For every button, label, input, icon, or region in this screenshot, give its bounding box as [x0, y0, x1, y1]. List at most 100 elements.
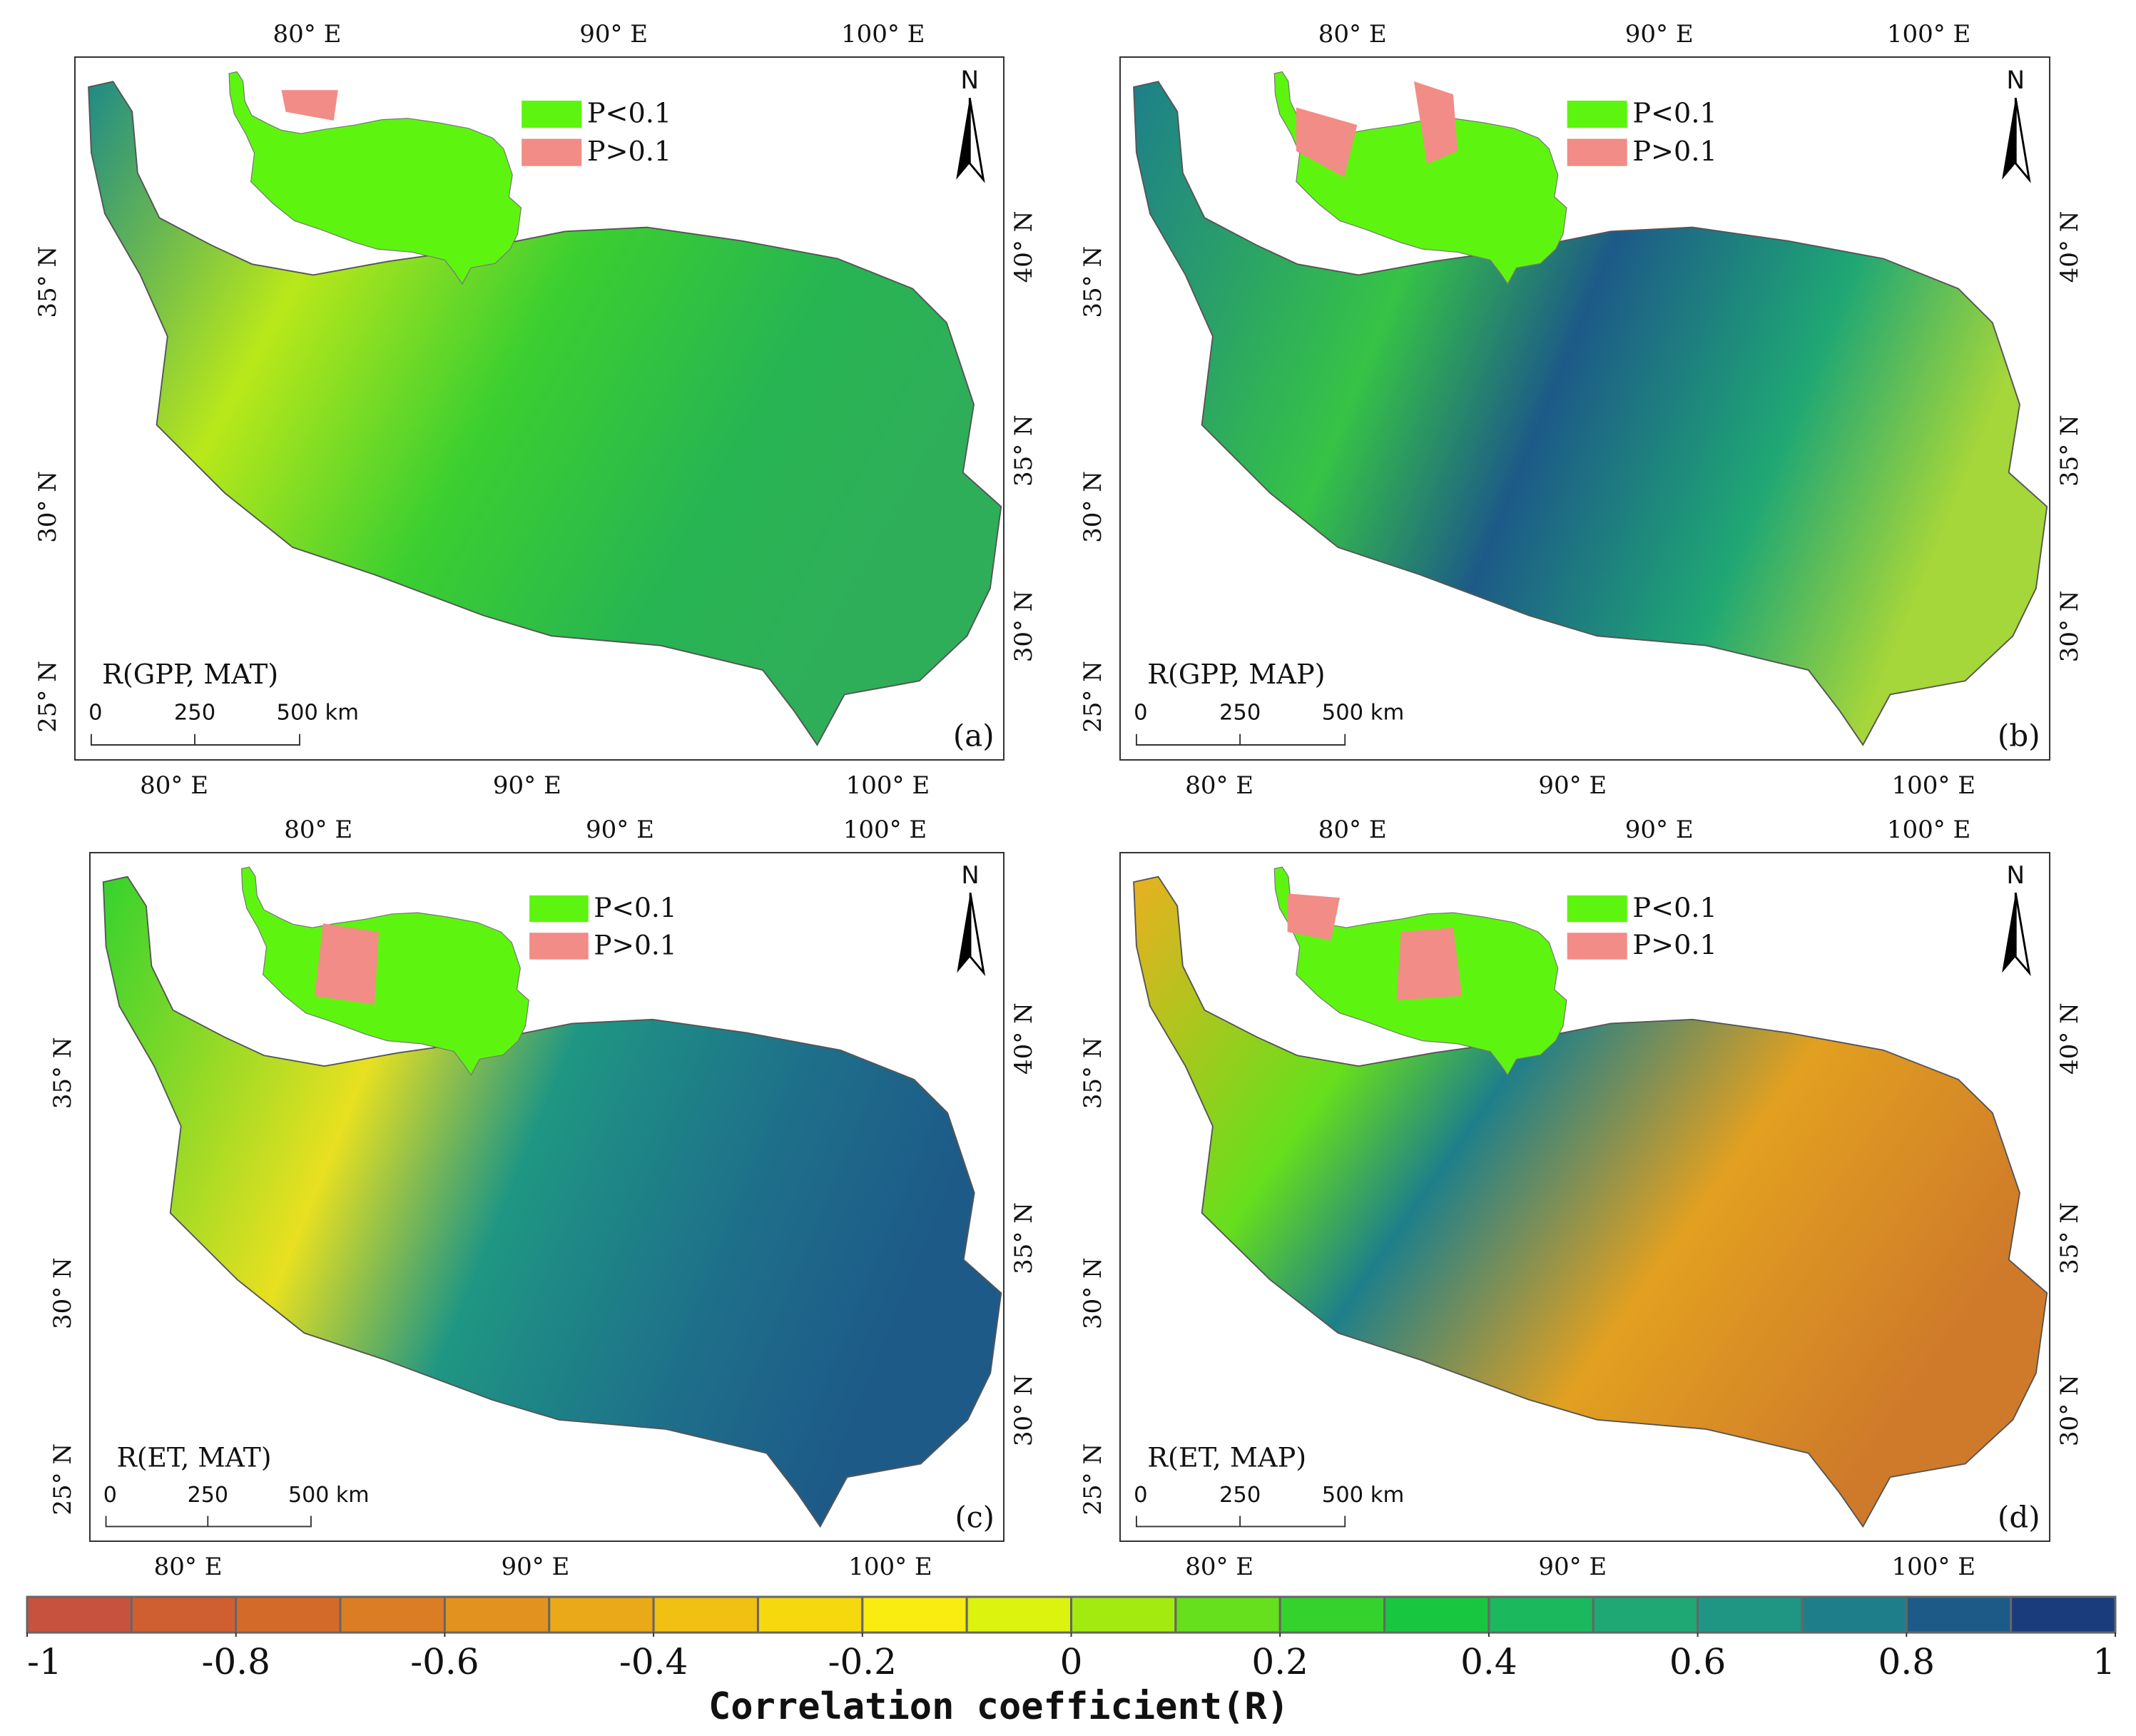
- color-class: [1592, 1595, 1699, 1634]
- bottom-tick-label: 80° E: [1185, 1553, 1253, 1581]
- map-panel: 80° E 90° E 100° E 80° E 90° E 100° E 35° N 30°…: [34, 20, 1038, 800]
- map-content: P<0.1 P>0.1 N R(GPP, MAP)0 250 500 km (b): [1133, 66, 2048, 753]
- right-tick-label: 40° N: [2055, 1002, 2084, 1075]
- top-tick-label: 100° E: [1887, 816, 1971, 844]
- panel-label: R(GPP, MAT): [102, 659, 278, 691]
- color-class: [1801, 1595, 1908, 1634]
- right-tick-label: 35° N: [1009, 415, 1038, 487]
- north-label: N: [2006, 66, 2025, 95]
- legend-label: P>0.1: [1632, 930, 1717, 961]
- legend-label: P<0.1: [587, 98, 671, 130]
- right-tick-label: 40° N: [2055, 211, 2084, 283]
- legend-swatch: [522, 138, 582, 166]
- colorbar-tick-label: 0.8: [1878, 1641, 1936, 1682]
- color-class: [1070, 1595, 1177, 1634]
- colorbar-tick-label: -0.6: [410, 1641, 479, 1682]
- color-class: [861, 1595, 968, 1634]
- color-class: [130, 1595, 238, 1634]
- right-tick-label: 35° N: [2055, 415, 2084, 487]
- colorbar-tick-label: 1: [2092, 1641, 2115, 1682]
- significance-inset: [228, 71, 522, 285]
- bottom-tick-label: 80° E: [140, 771, 208, 800]
- scale-label: 500 km: [277, 701, 359, 726]
- color-class: [1487, 1595, 1595, 1634]
- legend-label: P<0.1: [594, 892, 676, 923]
- left-tick-label: 30° N: [1079, 471, 1107, 543]
- legend-swatch: [1567, 101, 1627, 128]
- bottom-tick-label: 100° E: [848, 1553, 932, 1581]
- top-tick-label: 80° E: [284, 816, 352, 844]
- left-tick-label: 25° N: [49, 1443, 77, 1516]
- map-content: P<0.1 P>0.1 N R(GPP, MAT)0 250 500 km (a): [88, 66, 1002, 753]
- panel-label: R(GPP, MAP): [1147, 659, 1325, 691]
- scale-label: 500 km: [1322, 701, 1405, 726]
- significance-inset: [1273, 71, 1567, 285]
- panel-tag: (a): [953, 718, 995, 753]
- color-class: [1278, 1595, 1386, 1634]
- left-tick-label: 35° N: [1079, 1037, 1107, 1109]
- color-class: [2010, 1595, 2117, 1634]
- panel-label: R(ET, MAT): [117, 1441, 272, 1473]
- scale-bar: [90, 734, 300, 746]
- right-tick-label: 30° N: [1009, 1374, 1038, 1446]
- map-panel: 80° E 90° E 100° E 80° E 90° E 100° E 35° N 30°…: [1079, 816, 2084, 1581]
- colorbar-tick-label: 0.6: [1669, 1641, 1726, 1682]
- left-tick-label: 35° N: [34, 246, 62, 318]
- north-arrow: [2014, 98, 2031, 183]
- left-tick-label: 30° N: [1079, 1257, 1107, 1329]
- colorbar-tick-label: -1: [27, 1641, 62, 1682]
- scale-label: 0: [88, 701, 102, 726]
- colorbar-tick-label: 0: [1060, 1641, 1083, 1682]
- inset-insignificant: [1296, 107, 1358, 178]
- right-tick-label: 30° N: [2055, 590, 2084, 662]
- color-class: [339, 1595, 446, 1634]
- north-arrow: [968, 98, 985, 183]
- top-tick-label: 90° E: [586, 816, 654, 844]
- color-class: [548, 1595, 655, 1634]
- inset-insignificant: [314, 923, 379, 1005]
- north-arrow: [969, 892, 986, 977]
- scale-bar: [1135, 1516, 1346, 1528]
- scale-label: 0: [103, 1483, 117, 1508]
- legend-swatch: [1567, 933, 1627, 960]
- inset-insignificant: [1287, 893, 1340, 941]
- scale-bar: [1135, 734, 1346, 746]
- scale-label: 0: [1134, 1483, 1147, 1508]
- scale-label: 250: [174, 701, 215, 726]
- north-arrow: [2014, 892, 2031, 977]
- color-class: [965, 1595, 1073, 1634]
- legend-label: P>0.1: [587, 136, 671, 168]
- inset-insignificant: [281, 90, 338, 121]
- legend-label: P<0.1: [1632, 892, 1717, 923]
- legend-label: P>0.1: [594, 929, 676, 960]
- legend-swatch: [529, 895, 589, 923]
- left-tick-label: 30° N: [49, 1257, 77, 1329]
- significance-inset: [241, 866, 529, 1076]
- panel-tag: (b): [1998, 718, 2040, 753]
- legend-label: P>0.1: [1632, 136, 1717, 168]
- map-content: P<0.1 P>0.1 N R(ET, MAP)0 250 500 km (d): [1133, 861, 2048, 1534]
- colorbar-tick-label: 0.2: [1251, 1641, 1308, 1682]
- right-tick-label: 35° N: [1009, 1202, 1038, 1274]
- color-class: [235, 1595, 342, 1634]
- color-class: [1697, 1595, 1804, 1634]
- legend-swatch: [1567, 895, 1627, 923]
- bottom-tick-label: 100° E: [846, 771, 930, 800]
- scale-label: 250: [1219, 701, 1261, 726]
- top-tick-label: 80° E: [1318, 816, 1387, 844]
- right-tick-label: 40° N: [1009, 1002, 1038, 1075]
- panel-tag: (c): [955, 1501, 994, 1535]
- left-tick-label: 35° N: [1079, 246, 1107, 318]
- color-class: [443, 1595, 551, 1634]
- legend-swatch: [529, 933, 589, 960]
- legend-swatch: [1567, 138, 1627, 166]
- color-class: [652, 1595, 759, 1634]
- left-tick-label: 25° N: [1079, 1443, 1107, 1516]
- top-tick-label: 100° E: [841, 20, 925, 49]
- bottom-tick-label: 90° E: [501, 1553, 569, 1581]
- bottom-tick-label: 80° E: [1185, 771, 1253, 800]
- scale-label: 0: [1134, 701, 1147, 726]
- right-tick-label: 30° N: [1009, 590, 1038, 662]
- panel-tag: (d): [1998, 1500, 2040, 1534]
